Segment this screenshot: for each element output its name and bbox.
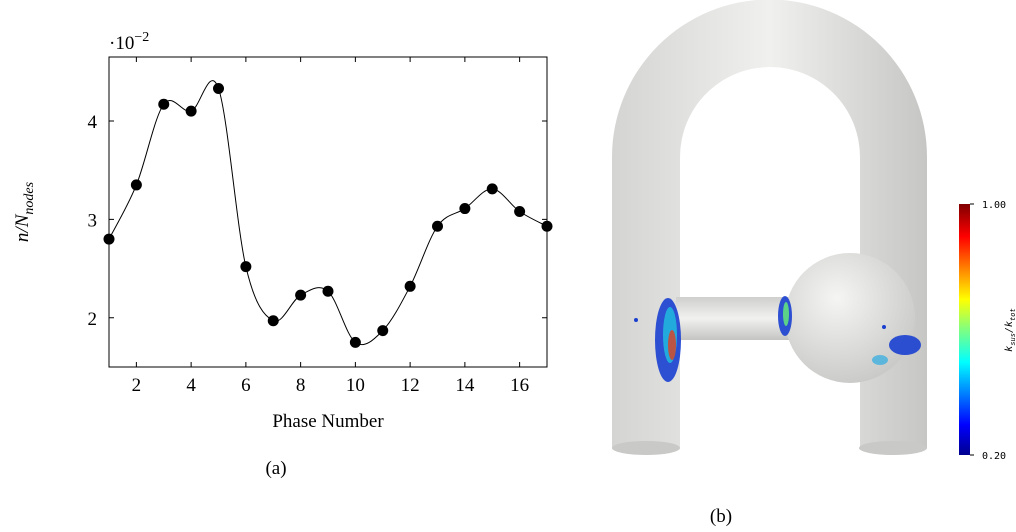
line [108,80,548,346]
point [349,336,361,348]
point [322,285,334,297]
y-axis-label-sub: nodes [22,181,37,214]
x-tick-label: 4 [186,375,196,396]
point [213,82,224,94]
y-multiplier: ·10−2 [109,30,149,54]
colorbar-tick-label: 1.00 [982,200,1006,211]
point [514,206,526,218]
colorbar-label: ksus/ktot [1004,308,1016,351]
point [295,289,307,301]
colorbar-label-part: tot [1009,308,1016,321]
y-multiplier-base: ·10 [109,33,134,54]
y-axis-label: n/Nnodes [12,181,37,242]
u-pipe [612,0,927,448]
x-tick-label: 10 [346,375,365,396]
pipe-end [859,441,927,455]
point [432,220,443,232]
colorbar [959,204,970,455]
x-tick-label: 2 [132,375,142,396]
pipe-end [612,441,680,455]
point [130,179,142,191]
colorbar-label-part: k [1004,346,1015,352]
point [459,203,471,215]
point [377,325,389,337]
colorbar-label-part: sus [1009,333,1016,346]
plot: 2 4 6 8 10 12 14 16 2 3 4 [88,56,553,396]
y-tick-label: 3 [88,210,98,231]
x-axis-label: Phase Number [272,411,384,432]
x-tick-label: 8 [296,375,306,396]
y-axis-label-base: n/N [12,213,33,242]
y-tick-label: 4 [88,112,98,133]
point [267,315,279,327]
caption: (b) [710,506,732,527]
colorbar-tick-label: 0.20 [982,451,1006,462]
x-tick-label: 16 [510,375,529,396]
colorbar-ticks: 1.00 0.20 [970,200,1006,462]
x-tick-label: 12 [401,375,420,396]
point [185,105,197,117]
panel-a: n/Nnodes ·10−2 Phase Number (a) 2 4 6 8 10 12… [12,30,553,479]
x-tick-label: 6 [241,375,251,396]
panel-b: 1.00 0.20 ksus/ktot (b) [612,0,1016,527]
point [158,98,170,110]
sphere [785,253,915,383]
y-tick-label: 2 [88,309,98,330]
y-multiplier-exp: −2 [134,30,149,45]
point [404,280,416,292]
point [240,261,252,273]
point [103,233,115,245]
point [541,220,553,232]
turbulence-spots [634,296,921,382]
plot-frame [108,56,548,368]
caption: (a) [265,458,286,479]
colorbar-label-part: k [1004,321,1015,327]
x-tick-label: 14 [455,375,475,396]
point [486,183,498,195]
